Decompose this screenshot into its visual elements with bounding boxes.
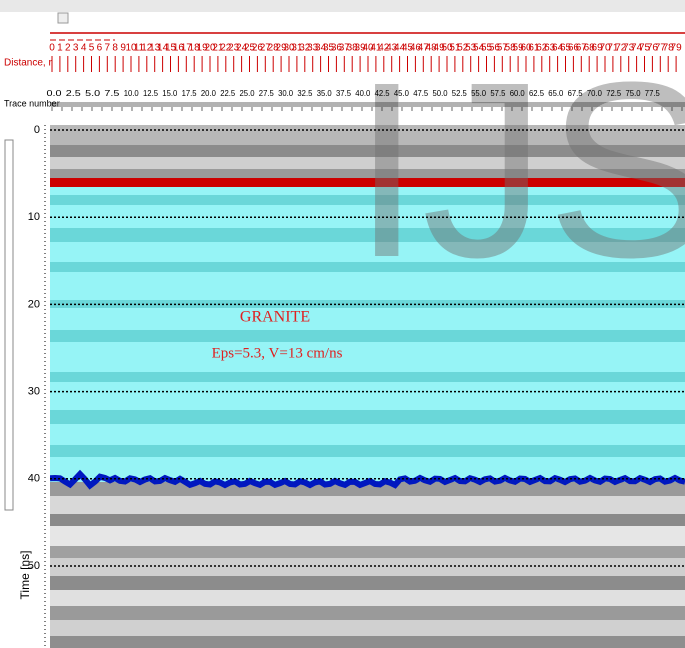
gray-band xyxy=(50,526,685,546)
trace-tick-label: 15.0 xyxy=(162,89,178,98)
distance-tick-label: 1 xyxy=(57,43,63,54)
distance-tick-label: 5 xyxy=(89,43,95,54)
trace-tick-label: 5.0 xyxy=(85,89,101,98)
trace-tick-label: 20.0 xyxy=(201,89,217,98)
distance-tick-label: 2 xyxy=(65,43,71,54)
small-button[interactable] xyxy=(58,13,68,23)
trace-tick-label: 42.5 xyxy=(375,89,391,98)
gray-band xyxy=(50,620,685,636)
trace-tick-label: 50.0 xyxy=(433,89,449,98)
gray-band xyxy=(50,514,685,526)
distance-tick-label: 6 xyxy=(97,43,103,54)
distance-tick-label: 8 xyxy=(112,43,118,54)
cyan-stripe xyxy=(50,410,685,424)
trace-tick-label: 70.0 xyxy=(587,89,603,98)
gray-band xyxy=(50,558,685,576)
trace-tick-label: 2.5 xyxy=(66,89,82,98)
trace-tick-label: 22.5 xyxy=(220,89,236,98)
trace-tick-label: 60.0 xyxy=(510,89,526,98)
time-tick-label: 10 xyxy=(28,211,40,223)
trace-tick-label: 47.5 xyxy=(413,89,429,98)
trace-tick-label: 62.5 xyxy=(529,89,545,98)
trace-label: Trace number xyxy=(4,98,60,108)
time-tick-label: 0 xyxy=(34,124,40,136)
time-tick-label: 30 xyxy=(28,386,40,398)
trace-tick-label: 40.0 xyxy=(355,89,371,98)
distance-tick-label: 7 xyxy=(105,43,111,54)
trace-tick-label: 35.0 xyxy=(317,89,333,98)
cyan-stripe xyxy=(50,330,685,342)
trace-tick-label: 7.5 xyxy=(104,89,120,98)
trace-tick-label: 77.5 xyxy=(645,89,661,98)
trace-tick-label: 75.0 xyxy=(626,89,642,98)
layer-name: GRANITE xyxy=(240,309,310,326)
trace-tick-label: 55.0 xyxy=(471,89,487,98)
trace-tick-label: 25.0 xyxy=(240,89,256,98)
distance-tick-label: 4 xyxy=(81,43,87,54)
trace-tick-label: 65.0 xyxy=(548,89,564,98)
trace-tick-label: 10.0 xyxy=(124,89,140,98)
trace-tick-label: 45.0 xyxy=(394,89,410,98)
gray-band xyxy=(50,606,685,620)
time-label: Time [ns] xyxy=(18,551,32,600)
time-tick-label: 20 xyxy=(28,298,40,310)
trace-tick-label: 17.5 xyxy=(182,89,198,98)
time-tick-label: 40 xyxy=(28,473,40,485)
trace-tick-label: 27.5 xyxy=(259,89,275,98)
time-tick-label: 50 xyxy=(28,560,40,572)
distance-tick-label: 0 xyxy=(49,43,55,54)
layer-params: Eps=5.3, V=13 cm/ns xyxy=(212,345,343,361)
gray-band xyxy=(50,546,685,558)
gray-band xyxy=(50,636,685,648)
trace-tick-label: 57.5 xyxy=(490,89,506,98)
trace-tick-label: 12.5 xyxy=(143,89,159,98)
trace-tick-label: 52.5 xyxy=(452,89,468,98)
radargram-window: Distance, r Trace number Time [ns] GRANI… xyxy=(0,0,685,648)
cyan-stripe xyxy=(50,445,685,457)
distance-tick-label: 79 xyxy=(671,43,683,54)
trace-tick-label: 32.5 xyxy=(297,89,313,98)
trace-tick-label: 72.5 xyxy=(606,89,622,98)
trace-tick-label: 37.5 xyxy=(336,89,352,98)
trace-tick-label: 67.5 xyxy=(568,89,584,98)
toolbar xyxy=(0,0,685,12)
distance-tick-label: 3 xyxy=(73,43,79,54)
trace-tick-label: 0.0 xyxy=(47,89,63,98)
gray-band xyxy=(50,590,685,606)
cyan-stripe xyxy=(50,372,685,382)
trace-tick-label: 30.0 xyxy=(278,89,294,98)
gray-band xyxy=(50,576,685,590)
distance-label: Distance, r xyxy=(4,58,52,69)
gray-band xyxy=(50,496,685,514)
